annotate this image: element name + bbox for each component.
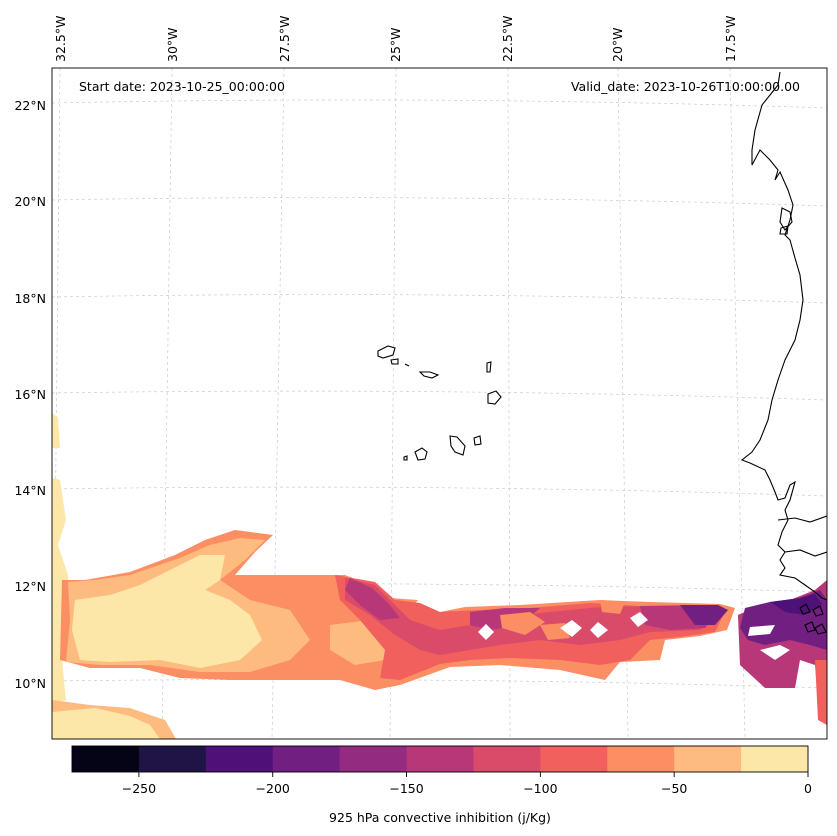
coast-bijagos-3 <box>804 621 816 633</box>
colorbar-tick-label-5: 0 <box>804 781 812 796</box>
gridline-lat-18 <box>52 294 827 304</box>
colorbar-tick-label-0: −250 <box>122 781 156 796</box>
colorbar-label: 925 hPa convective inhibition (j/Kg) <box>329 810 551 825</box>
map-frame <box>51 67 828 740</box>
lon-label-30: 30°W <box>165 27 180 62</box>
island-maio <box>473 435 482 446</box>
island-sao-vicente <box>390 358 399 365</box>
gridline-lat-14 <box>52 486 827 497</box>
contour-band-purple <box>680 605 728 625</box>
colorbar-swatches <box>72 746 809 772</box>
lat-axis: 22°N 20°N 18°N 16°N 14°N 12°N 10°N <box>14 98 46 691</box>
colorbar-frame <box>71 745 809 773</box>
gridline-lat-10 <box>52 679 827 689</box>
cin-contours <box>52 413 827 739</box>
contour-west-edge <box>52 413 60 448</box>
colorbar: −250 −200 −150 −100 −50 0 925 hPa convective … <box>71 745 812 825</box>
colorbar-swatch-5 <box>406 746 474 772</box>
lon-label-32-5: 32.5°W <box>53 16 68 62</box>
contour-sw-corner-inner <box>52 708 160 739</box>
colorbar-tick-label-3: −100 <box>523 781 557 796</box>
colorbar-swatch-7 <box>540 746 608 772</box>
contour-orange-blob-1 <box>500 612 545 635</box>
coast-inlet-1 <box>779 225 789 235</box>
island-brava <box>403 455 408 461</box>
lat-label-12: 12°N <box>14 579 46 594</box>
coast-gambia <box>777 515 827 523</box>
contour-east-edge <box>815 660 827 725</box>
island-santo-antao <box>377 345 396 359</box>
colorbar-tick-label-4: −50 <box>661 781 687 796</box>
lon-label-22-5: 22.5°W <box>500 16 515 62</box>
coast-bijagos-2 <box>812 605 824 617</box>
colorbar-swatch-0 <box>72 746 140 772</box>
start-date-label: Start date: 2023-10-25_00:00:00 <box>79 79 285 94</box>
colorbar-tick-label-2: −150 <box>389 781 423 796</box>
gridline-lat-16 <box>52 390 827 401</box>
island-santa-luzia <box>404 363 410 367</box>
lon-label-27-5: 27.5°W <box>277 16 292 62</box>
island-sao-nicolau <box>418 371 440 379</box>
island-fogo <box>414 447 428 461</box>
contour-gap-3 <box>478 624 494 640</box>
lat-label-14: 14°N <box>14 483 46 498</box>
colorbar-swatch-4 <box>339 746 408 772</box>
lat-label-20: 20°N <box>14 194 46 209</box>
contour-band-deep <box>345 578 400 620</box>
colorbar-swatch-1 <box>138 746 207 772</box>
cape-verde-islands <box>377 345 502 461</box>
colorbar-swatch-6 <box>473 746 541 772</box>
colorbar-swatch-3 <box>272 746 341 772</box>
lat-label-10: 10°N <box>14 676 46 691</box>
lon-label-20: 20°W <box>610 27 625 62</box>
island-santiago <box>449 435 466 456</box>
lon-axis: 32.5°W 30°W 27.5°W 25°W 22.5°W 20°W 17.5… <box>53 16 738 62</box>
colorbar-swatch-10 <box>741 746 809 772</box>
contour-band-pale <box>72 555 262 668</box>
island-boa-vista <box>487 390 502 405</box>
colorbar-ticks: −250 −200 −150 −100 −50 0 <box>122 772 812 796</box>
lon-label-17-5: 17.5°W <box>723 16 738 62</box>
contour-orange-blob-2 <box>600 600 625 614</box>
colorbar-swatch-9 <box>674 746 742 772</box>
colorbar-swatch-2 <box>205 746 274 772</box>
gridline-lat-22 <box>52 99 827 109</box>
contour-gap-1 <box>560 620 582 637</box>
contour-gap-4 <box>630 612 648 627</box>
coastlines <box>740 71 827 635</box>
lat-label-16: 16°N <box>14 387 46 402</box>
lat-label-22: 22°N <box>14 98 46 113</box>
contour-gap-2 <box>590 622 608 638</box>
lat-label-18: 18°N <box>14 291 46 306</box>
contour-east-hole-1 <box>748 625 775 636</box>
valid-date-label: Valid_date: 2023-10-26T10:00:00.00 <box>571 79 800 94</box>
coast-bijagos-1 <box>799 603 811 615</box>
coast-guinea-bissau <box>784 549 827 557</box>
gridline-lat-20 <box>52 197 827 207</box>
colorbar-tick-label-1: −200 <box>256 781 290 796</box>
coast-bijagos-4 <box>814 623 827 635</box>
lon-label-25: 25°W <box>388 27 403 62</box>
coast-africa-west <box>740 71 827 601</box>
island-sal <box>486 361 492 373</box>
contour-east-hole-2 <box>760 645 790 660</box>
colorbar-swatch-8 <box>607 746 675 772</box>
